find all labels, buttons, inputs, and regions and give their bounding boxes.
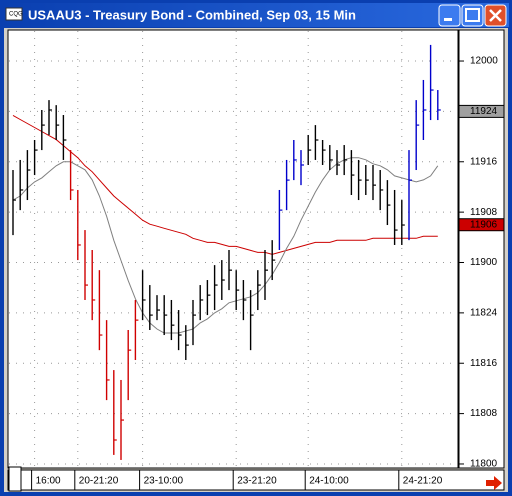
price-marker-label: 11924 xyxy=(470,106,498,117)
y-tick-label: 11816 xyxy=(470,358,498,369)
y-tick-label: 11900 xyxy=(470,257,498,268)
price-marker xyxy=(458,104,505,118)
y-tick-label: 11824 xyxy=(470,308,498,319)
y-tick-label: 11800 xyxy=(470,459,498,470)
x-tick-label: 20-21:20 xyxy=(79,476,119,487)
icon-glyph: CQG xyxy=(9,12,23,18)
x-tick-label: 24-21:20 xyxy=(403,476,443,487)
y-tick-label: 11808 xyxy=(470,408,498,419)
window-title: USAAU3 - Treasury Bond - Combined, Sep 0… xyxy=(28,7,356,22)
close-button[interactable] xyxy=(484,4,507,27)
app-icon xyxy=(5,7,23,21)
plot-layer: 11800 11808 11816 11824 11900 11908 11916 11924… xyxy=(9,31,505,490)
plot-area xyxy=(7,29,459,469)
minimize-button[interactable] xyxy=(438,4,461,27)
x-tick-label: 24-10:00 xyxy=(309,476,349,487)
title-bar xyxy=(3,3,509,27)
maximize-button[interactable] xyxy=(461,4,484,27)
x-tick-label: 23-10:00 xyxy=(144,476,184,487)
scroll-right-arrow[interactable] xyxy=(486,476,502,490)
x-tick-label: 16:00 xyxy=(36,476,61,487)
scroll-thumb[interactable] xyxy=(8,466,22,492)
x-tick-label: 23-21:20 xyxy=(237,476,277,487)
y-tick-label: 12000 xyxy=(470,56,498,67)
y-tick-label: 11916 xyxy=(470,156,498,167)
time-axis xyxy=(7,469,505,491)
price-axis xyxy=(458,29,505,469)
moving-average-line xyxy=(12,114,438,255)
y-tick-label: 11908 xyxy=(470,207,498,218)
moving-average-line xyxy=(12,157,439,334)
price-marker xyxy=(458,218,505,232)
price-marker-label: 11906 xyxy=(470,219,498,230)
